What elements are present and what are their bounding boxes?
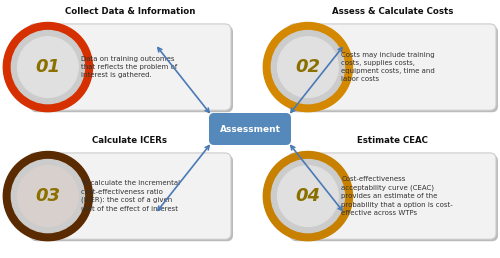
Text: Collect Data & Information: Collect Data & Information — [64, 7, 195, 16]
Circle shape — [278, 37, 338, 98]
Circle shape — [4, 151, 92, 241]
FancyBboxPatch shape — [290, 155, 498, 241]
FancyBboxPatch shape — [30, 26, 233, 112]
Text: Costs may include training
costs, supplies costs,
equipment costs, time and
labo: Costs may include training costs, suppli… — [342, 52, 435, 83]
Circle shape — [18, 37, 78, 98]
FancyBboxPatch shape — [28, 24, 231, 110]
Text: 01: 01 — [36, 58, 60, 76]
FancyBboxPatch shape — [288, 153, 496, 239]
Circle shape — [18, 166, 78, 227]
Text: Cost-effectiveness
acceptability curve (CEAC)
provides an estimate of the
probab: Cost-effectiveness acceptability curve (… — [342, 176, 453, 216]
Text: Assess & Calculate Costs: Assess & Calculate Costs — [332, 7, 453, 16]
Circle shape — [272, 159, 344, 233]
Text: Data on training outcomes
that reflects the problem of
interest is gathered.: Data on training outcomes that reflects … — [82, 56, 178, 78]
Text: 03: 03 — [36, 187, 60, 205]
FancyBboxPatch shape — [30, 155, 233, 241]
Text: To calculate the incremental
cost-effectiveness ratio
(ICER): the cost of a give: To calculate the incremental cost-effect… — [82, 180, 180, 212]
FancyBboxPatch shape — [290, 26, 498, 112]
Text: 04: 04 — [296, 187, 320, 205]
FancyBboxPatch shape — [209, 113, 291, 145]
Circle shape — [264, 22, 352, 112]
Circle shape — [278, 166, 338, 227]
Circle shape — [272, 30, 344, 104]
Text: Calculate ICERs: Calculate ICERs — [92, 136, 168, 145]
Circle shape — [4, 22, 92, 112]
FancyBboxPatch shape — [288, 24, 496, 110]
Text: Estimate CEAC: Estimate CEAC — [357, 136, 428, 145]
Circle shape — [12, 159, 85, 233]
Circle shape — [264, 151, 352, 241]
Circle shape — [12, 30, 85, 104]
Text: Assessment: Assessment — [220, 125, 280, 133]
Text: 02: 02 — [296, 58, 320, 76]
FancyBboxPatch shape — [28, 153, 231, 239]
